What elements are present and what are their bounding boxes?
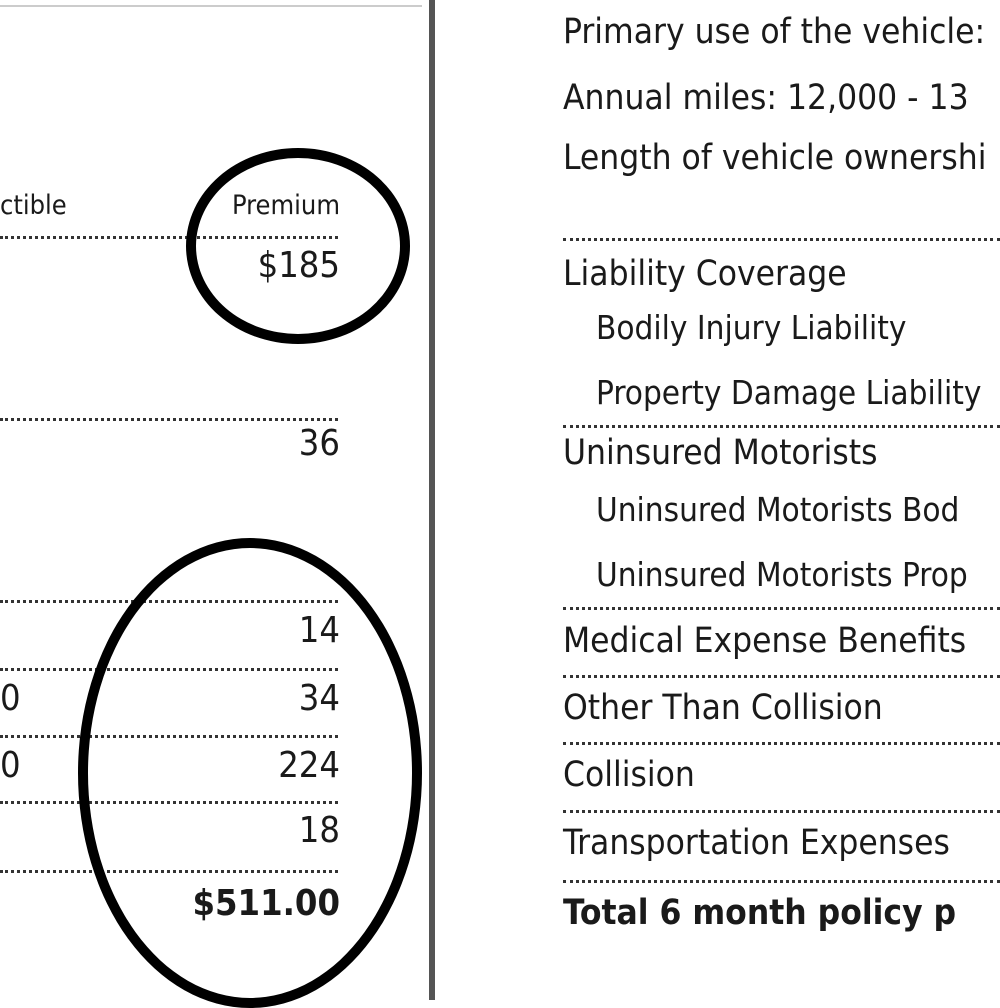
premium-value: 36 bbox=[298, 423, 340, 464]
vehicle-annual-miles: Annual miles: 12,000 - 13 bbox=[563, 78, 969, 118]
row-divider bbox=[563, 880, 1000, 883]
row-divider bbox=[0, 418, 338, 421]
deductible-value: 0 bbox=[0, 678, 21, 719]
coverage-uninsured: Uninsured Motorists bbox=[563, 433, 878, 473]
row-divider bbox=[563, 238, 1000, 241]
vehicle-primary-use: Primary use of the vehicle: bbox=[563, 12, 986, 52]
deductible-value: 0 bbox=[0, 745, 21, 786]
coverage-other-than-collision: Other Than Collision bbox=[563, 688, 883, 728]
coverage-liability: Liability Coverage bbox=[563, 254, 847, 294]
coverage-medical: Medical Expense Benefits bbox=[563, 621, 967, 661]
coverage-uninsured-bodily: Uninsured Motorists Bod bbox=[596, 490, 960, 529]
row-divider bbox=[563, 810, 1000, 813]
annotation-circle bbox=[78, 538, 422, 1008]
row-divider bbox=[563, 425, 1000, 428]
row-divider bbox=[563, 607, 1000, 610]
row-divider bbox=[563, 675, 1000, 678]
coverage-transportation: Transportation Expenses bbox=[563, 823, 950, 863]
coverage-property-damage: Property Damage Liability bbox=[596, 373, 982, 412]
panel-divider bbox=[429, 0, 435, 1000]
row-divider bbox=[0, 236, 338, 239]
coverage-bodily-injury: Bodily Injury Liability bbox=[596, 308, 907, 347]
deductible-header: ctible bbox=[0, 190, 67, 221]
coverage-uninsured-property: Uninsured Motorists Prop bbox=[596, 555, 968, 594]
row-divider bbox=[563, 742, 1000, 745]
annotation-circle bbox=[186, 148, 410, 344]
top-border bbox=[0, 5, 422, 7]
total-policy-label: Total 6 month policy p bbox=[563, 893, 957, 933]
vehicle-ownership-length: Length of vehicle ownershi bbox=[563, 138, 987, 178]
coverage-collision: Collision bbox=[563, 755, 695, 795]
